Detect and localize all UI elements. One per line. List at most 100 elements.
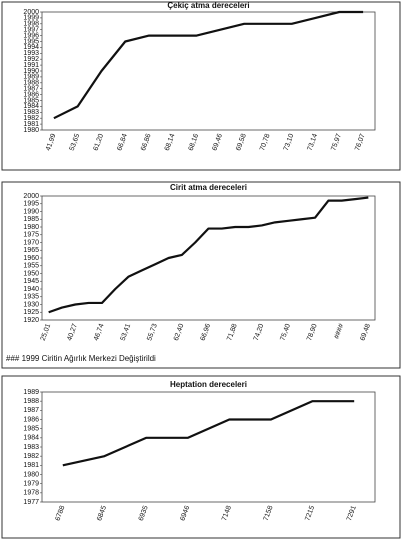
data-line xyxy=(48,196,369,314)
y-tick-label: 1991 xyxy=(23,62,39,69)
x-tick-label: 71,88 xyxy=(226,323,239,342)
x-tick-label: 7158 xyxy=(263,505,275,522)
y-tick-label: 1940 xyxy=(23,286,39,293)
y-tick-label: 1995 xyxy=(23,201,39,208)
y-tick-label: 2000 xyxy=(23,9,39,16)
y-tick-label: 1987 xyxy=(23,86,39,93)
y-tick-label: 1983 xyxy=(23,109,39,116)
x-tick-label: 25,01 xyxy=(40,323,53,342)
x-tick-label: 6935 xyxy=(138,505,150,522)
x-tick-label: #### xyxy=(333,323,345,340)
y-tick-label: 1950 xyxy=(23,270,39,277)
x-tick-label: 76,07 xyxy=(354,133,367,152)
y-tick-label: 1945 xyxy=(23,278,39,285)
x-tick-label: 69,58 xyxy=(235,133,248,152)
x-tick-label: 62,40 xyxy=(173,323,186,342)
x-tick-label: 74,20 xyxy=(253,323,266,342)
x-tick-label: 75,40 xyxy=(279,323,292,342)
x-tick-label: 7148 xyxy=(221,505,233,522)
y-tick-label: 1986 xyxy=(23,91,39,98)
panel-frame xyxy=(1,181,401,369)
y-tick-label: 1960 xyxy=(23,255,39,262)
y-tick-label: 1935 xyxy=(23,294,39,301)
x-tick-label: 6845 xyxy=(96,505,108,522)
y-tick-label: 1980 xyxy=(23,127,39,134)
x-tick-label: 70,78 xyxy=(259,133,272,152)
x-tick-label: 40,27 xyxy=(66,323,79,342)
x-tick-label: 78,90 xyxy=(306,323,319,342)
y-tick-label: 1986 xyxy=(23,416,39,423)
x-tick-label: 61,20 xyxy=(93,133,106,152)
chart-title: Cirit atma dereceleri xyxy=(170,183,247,192)
y-tick-label: 1970 xyxy=(23,239,39,246)
y-tick-label: 1987 xyxy=(23,407,39,414)
x-tick-label: 73,14 xyxy=(307,133,320,152)
y-tick-label: 1981 xyxy=(23,121,39,128)
x-tick-label: 53,41 xyxy=(120,323,133,342)
x-tick-label: 55,73 xyxy=(146,323,159,342)
x-tick-label: 69,46 xyxy=(211,133,224,152)
x-tick-label: 69,48 xyxy=(359,323,372,342)
x-tick-label: 68,16 xyxy=(188,133,201,152)
y-tick-label: 1995 xyxy=(23,38,39,45)
y-tick-label: 1982 xyxy=(23,453,39,460)
x-tick-label: 66,96 xyxy=(200,323,213,342)
y-tick-label: 1990 xyxy=(23,208,39,215)
y-tick-label: 1979 xyxy=(23,481,39,488)
panel-frame xyxy=(1,375,401,539)
y-tick-label: 1980 xyxy=(23,224,39,231)
y-tick-label: 1999 xyxy=(23,15,39,22)
y-tick-label: 1985 xyxy=(23,426,39,433)
y-tick-label: 1985 xyxy=(23,216,39,223)
x-tick-label: 6788 xyxy=(55,505,67,522)
y-tick-label: 1925 xyxy=(23,309,39,316)
x-tick-label: 66,84 xyxy=(116,133,129,152)
y-tick-label: 1994 xyxy=(23,44,39,51)
x-tick-label: 66,86 xyxy=(140,133,153,152)
y-tick-label: 1965 xyxy=(23,247,39,254)
data-line xyxy=(62,400,355,467)
plot-frame xyxy=(41,391,376,503)
y-tick-label: 1920 xyxy=(23,317,39,324)
y-tick-label: 1990 xyxy=(23,68,39,75)
y-tick-label: 1983 xyxy=(23,444,39,451)
chart-title: Heptation dereceleri xyxy=(170,380,247,389)
annotation: ### 1999 Ciritin Ağırlık Merkezi Değişti… xyxy=(6,354,156,363)
y-tick-label: 1998 xyxy=(23,21,39,28)
y-tick-label: 1977 xyxy=(23,499,39,506)
y-tick-label: 2000 xyxy=(23,193,39,200)
x-tick-label: 7215 xyxy=(304,505,316,522)
y-tick-label: 1997 xyxy=(23,27,39,34)
y-tick-label: 1975 xyxy=(23,232,39,239)
x-tick-label: 73,10 xyxy=(283,133,296,152)
panel-frame xyxy=(1,1,401,171)
x-tick-label: 7291 xyxy=(346,505,358,522)
x-tick-label: 41,99 xyxy=(45,133,58,152)
y-tick-label: 1985 xyxy=(23,97,39,104)
y-tick-label: 1988 xyxy=(23,80,39,87)
y-tick-label: 1982 xyxy=(23,115,39,122)
y-tick-label: 1992 xyxy=(23,56,39,63)
data-line xyxy=(53,10,364,120)
chart-title: Çekiç atma dereceleri xyxy=(167,1,249,10)
y-tick-label: 1989 xyxy=(23,74,39,81)
y-tick-label: 1993 xyxy=(23,50,39,57)
x-tick-label: 75,97 xyxy=(330,133,343,152)
x-tick-label: 68,14 xyxy=(164,133,177,152)
x-tick-label: 53,65 xyxy=(69,133,82,152)
x-tick-label: 6946 xyxy=(179,505,191,522)
x-tick-label: 46,74 xyxy=(93,323,106,342)
y-tick-label: 1988 xyxy=(23,398,39,405)
y-tick-label: 1980 xyxy=(23,471,39,478)
y-tick-label: 1984 xyxy=(23,435,39,442)
y-tick-label: 1930 xyxy=(23,301,39,308)
y-tick-label: 1989 xyxy=(23,389,39,396)
y-tick-label: 1984 xyxy=(23,103,39,110)
y-tick-label: 1955 xyxy=(23,263,39,270)
y-tick-label: 1981 xyxy=(23,462,39,469)
y-tick-label: 1996 xyxy=(23,32,39,39)
plot-frame xyxy=(41,195,376,321)
y-tick-label: 1978 xyxy=(23,490,39,497)
plot-frame xyxy=(41,11,376,131)
